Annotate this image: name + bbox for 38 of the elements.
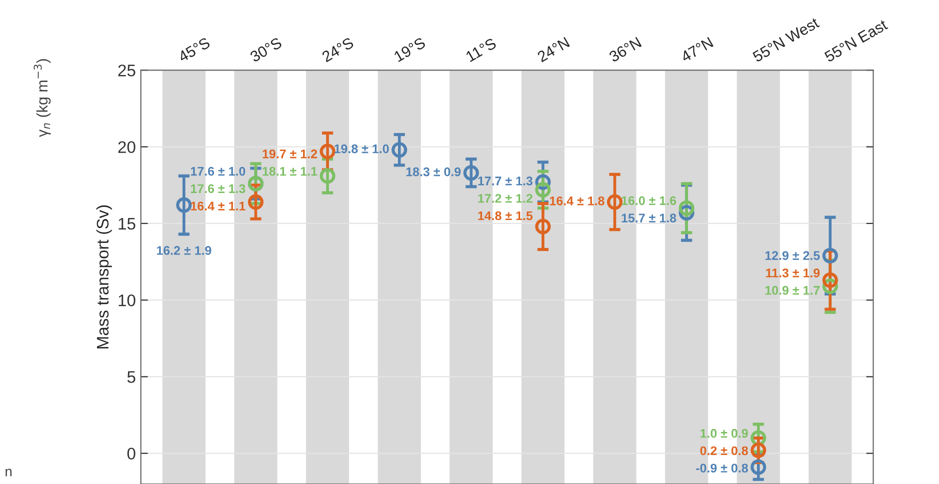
- data-label: 19.7 ± 1.2: [262, 149, 317, 158]
- data-label: 10.9 ± 1.7: [765, 286, 820, 295]
- y-tick-label: 25: [118, 64, 136, 76]
- data-label: 16.4 ± 1.8: [550, 196, 604, 206]
- x-tick-label: 30°S: [249, 37, 282, 62]
- text: γ$_{n}$ (kg m$^{−3}$): [34, 59, 51, 138]
- data-label: 14.8 ± 1.5: [478, 211, 533, 220]
- data-label: 16.2 ± 1.9: [156, 246, 212, 255]
- x-tick-label: 47°N: [680, 36, 714, 62]
- x-tick-label: 45°S: [177, 37, 211, 63]
- data-label: 17.6 ± 1.3: [190, 184, 246, 194]
- data-label: 0.2 ± 0.8: [700, 446, 748, 456]
- data-label: -0.9 ± 0.8: [696, 464, 748, 473]
- y-tick-label: 15: [118, 218, 136, 230]
- data-label: 18.3 ± 0.9: [406, 167, 461, 176]
- data-label: 1.0 ± 0.9: [700, 428, 748, 438]
- x-tick-label: 55°N East: [824, 18, 888, 62]
- y-tick-label: 10: [118, 294, 136, 306]
- data-label: 11.3 ± 1.9: [766, 268, 820, 278]
- y-tick-label: 20: [118, 141, 136, 154]
- x-tick-label: 55°N West: [752, 16, 820, 62]
- data-label: 12.9 ± 2.5: [765, 251, 820, 260]
- data-label: 19.8 ± 1.0: [334, 144, 389, 154]
- data-label: 17.2 ± 1.2: [478, 194, 532, 203]
- x-tick-label: 24°N: [536, 36, 570, 62]
- x-tick-label: 19°S: [393, 37, 426, 62]
- data-label: 17.6 ± 1.0: [190, 166, 246, 176]
- data-label: 16.4 ± 1.1: [190, 202, 246, 210]
- x-tick-label: 36°N: [608, 36, 642, 62]
- y-tick-label: 0: [127, 448, 136, 460]
- x-tick-label: 11°S: [465, 38, 497, 62]
- data-label: 17.7 ± 1.3: [478, 176, 532, 186]
- x-tick-label: 24°S: [321, 37, 354, 62]
- data-label: 18.1 ± 1.1: [262, 166, 318, 176]
- y-axis-title: Mass transport (Sv): [96, 205, 112, 348]
- text: n: [6, 468, 12, 476]
- y-tick-label: 5: [127, 371, 136, 383]
- data-label: 15.7 ± 1.8: [622, 214, 676, 222]
